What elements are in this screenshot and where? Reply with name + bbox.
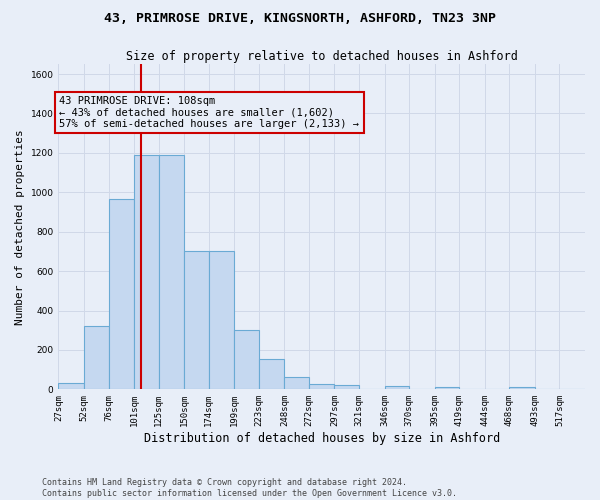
Bar <box>509 387 535 390</box>
Bar <box>234 330 259 390</box>
Bar <box>134 155 158 390</box>
X-axis label: Distribution of detached houses by size in Ashford: Distribution of detached houses by size … <box>143 432 500 445</box>
Bar <box>158 155 184 390</box>
Bar <box>334 386 359 390</box>
Bar <box>184 252 209 390</box>
Title: Size of property relative to detached houses in Ashford: Size of property relative to detached ho… <box>126 50 518 63</box>
Bar <box>209 252 234 390</box>
Bar <box>84 326 109 390</box>
Bar <box>284 376 309 390</box>
Bar <box>309 384 334 390</box>
Y-axis label: Number of detached properties: Number of detached properties <box>15 129 25 324</box>
Bar <box>109 199 134 390</box>
Bar <box>385 386 409 390</box>
Bar <box>58 384 84 390</box>
Text: 43 PRIMROSE DRIVE: 108sqm
← 43% of detached houses are smaller (1,602)
57% of se: 43 PRIMROSE DRIVE: 108sqm ← 43% of detac… <box>59 96 359 129</box>
Text: Contains HM Land Registry data © Crown copyright and database right 2024.
Contai: Contains HM Land Registry data © Crown c… <box>42 478 457 498</box>
Bar <box>259 359 284 390</box>
Text: 43, PRIMROSE DRIVE, KINGSNORTH, ASHFORD, TN23 3NP: 43, PRIMROSE DRIVE, KINGSNORTH, ASHFORD,… <box>104 12 496 26</box>
Bar <box>434 388 459 390</box>
